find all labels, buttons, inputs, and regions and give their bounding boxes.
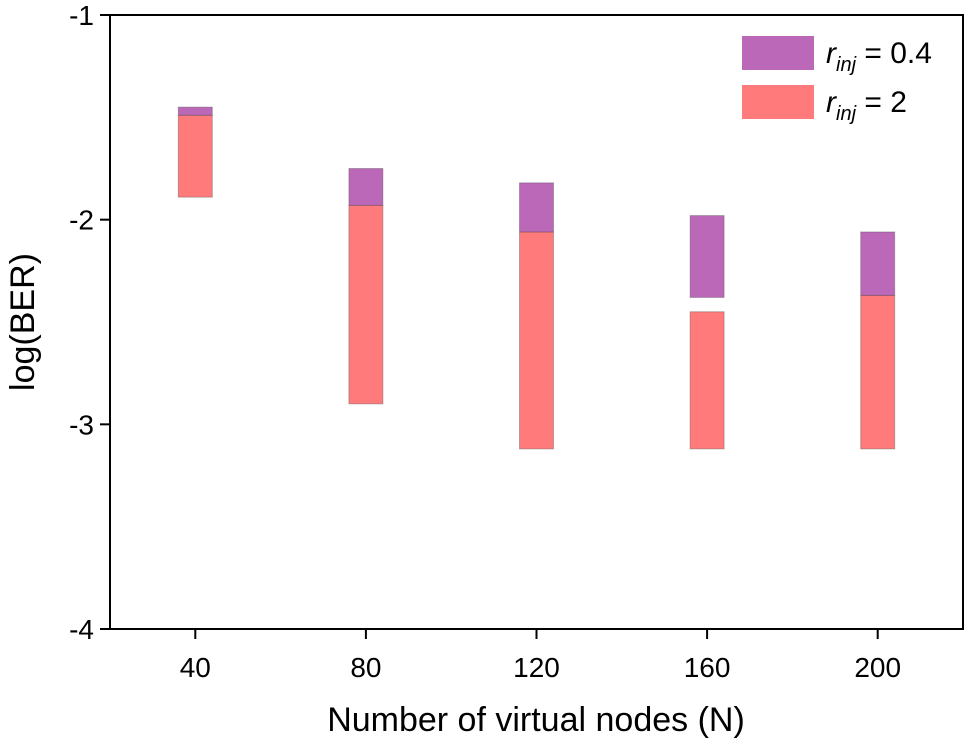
- bars-layer: [177, 106, 896, 450]
- x-axis-title: Number of virtual nodes (N): [327, 701, 745, 739]
- x-tick-label: 120: [513, 652, 560, 683]
- legend-label: rinj = 0.4: [826, 37, 932, 76]
- x-tick-label: 40: [180, 652, 211, 683]
- x-axis: 40 80 120 160 200: [180, 629, 901, 683]
- y-tick-label: -2: [69, 205, 94, 236]
- legend-swatch: [742, 36, 814, 70]
- range-bar-series-0-120: [519, 182, 554, 233]
- legend-label: rinj = 2: [826, 86, 907, 125]
- y-axis: -1 -2 -3 -4: [69, 0, 110, 645]
- x-tick-label: 200: [854, 652, 901, 683]
- y-axis-title: log(BER): [4, 253, 42, 391]
- range-bar-series-1-200: [860, 294, 896, 450]
- y-tick-label: -4: [69, 614, 94, 645]
- x-tick-label: 160: [684, 652, 731, 683]
- y-tick-label: -1: [69, 0, 94, 31]
- range-bar-series-0-200: [860, 231, 896, 296]
- legend-swatch: [742, 85, 814, 119]
- range-bar-series-1-160: [689, 311, 725, 450]
- y-tick-label: -3: [69, 409, 94, 440]
- range-bar-series-1-120: [519, 231, 554, 450]
- range-bar-series-0-80: [348, 168, 384, 206]
- range-bar-series-0-40: [177, 106, 213, 116]
- legend: rinj = 0.4 rinj = 2: [742, 36, 932, 125]
- range-bar-series-1-40: [177, 114, 213, 198]
- x-tick-label: 80: [350, 652, 381, 683]
- range-bar-series-0-160: [689, 215, 725, 298]
- range-bar-series-1-80: [348, 204, 384, 405]
